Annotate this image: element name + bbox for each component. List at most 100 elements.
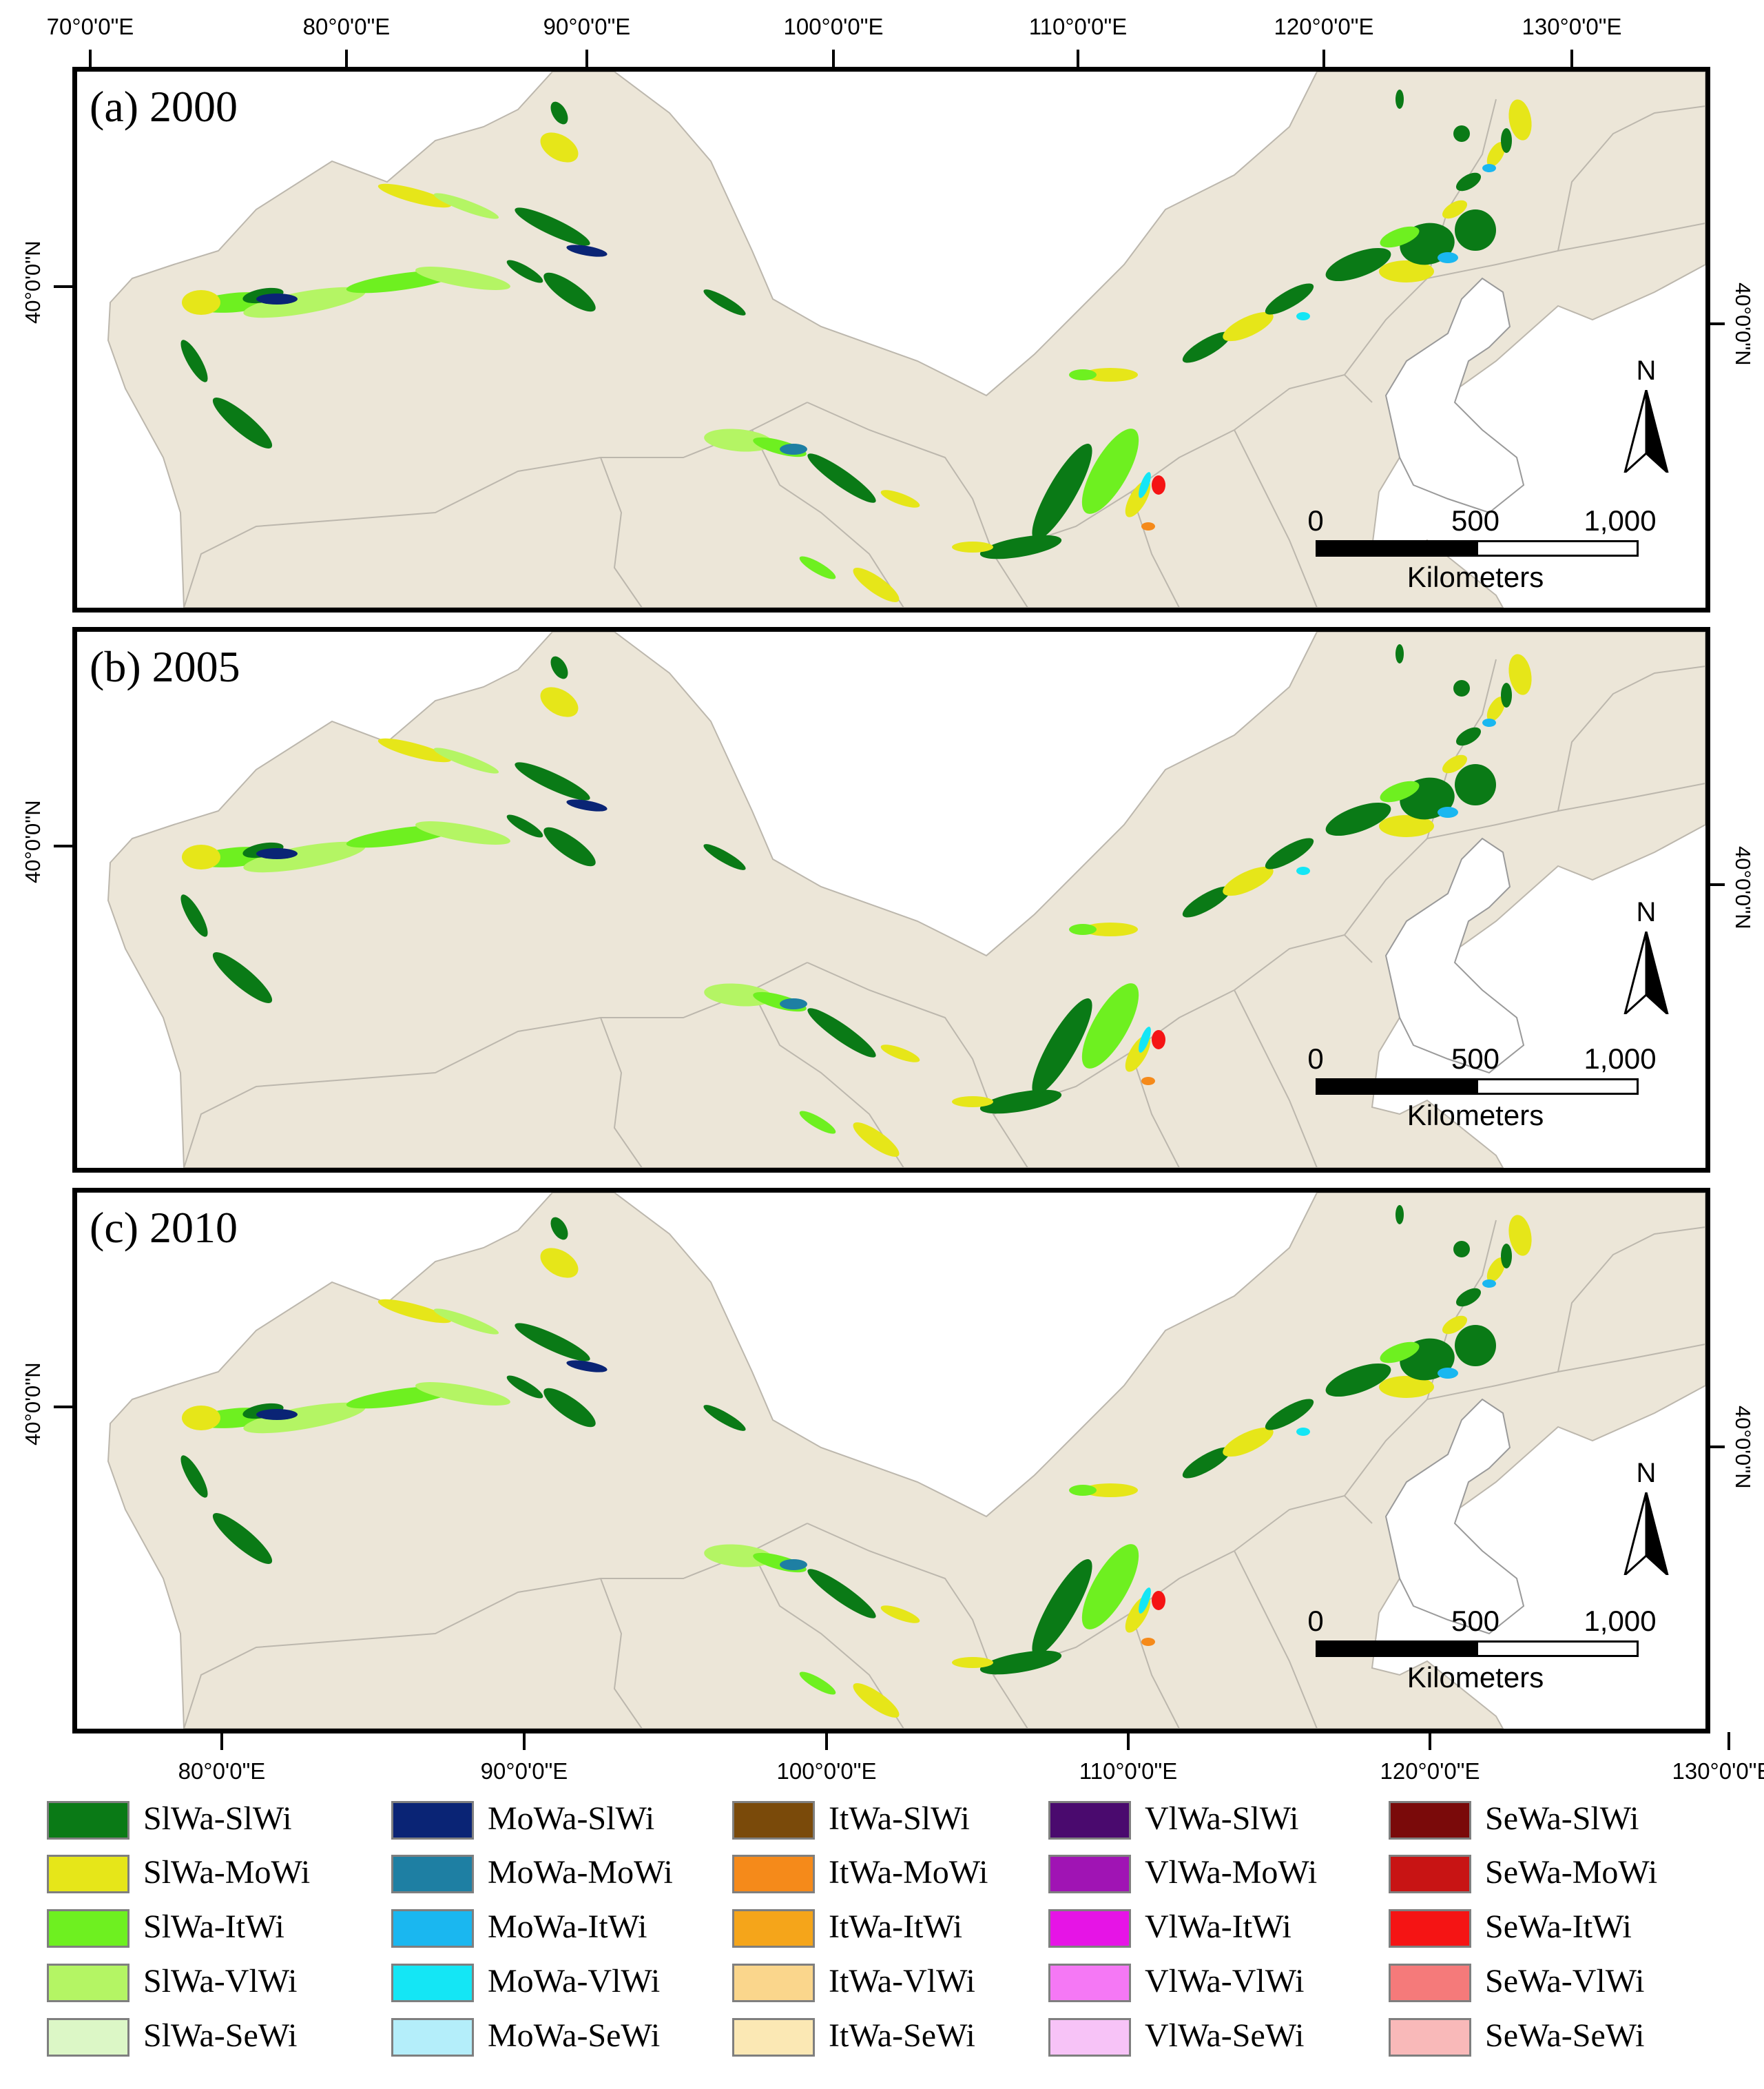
cropland-patch [1486,141,1506,167]
cropland-patch [243,287,366,318]
cropland-patch [566,245,608,257]
cropland-patch [566,799,608,812]
cropland-patch [880,1605,920,1623]
admin-boundary [1234,1550,1318,1729]
cropland-patch [433,748,499,774]
bottom-axis-tick [220,1732,223,1750]
legend-swatch [391,1909,474,1948]
right-lat-label: 40°0'0"N [1731,282,1755,366]
cropland-patch [1380,781,1420,803]
cropland-patch [377,738,452,763]
scale-bar-black [1316,1640,1478,1657]
cropland-patch [415,821,510,845]
cropland-patch [182,1406,220,1430]
cropland-patch [506,814,543,838]
admin-boundary [183,962,808,1168]
top-axis-tick [585,50,588,68]
legend-swatch [1048,1909,1131,1948]
legend-swatch [47,1801,129,1840]
cropland-patch [1069,369,1097,380]
bottom-lon-label: 90°0'0"E [480,1758,568,1784]
left-lat-label: 40°0'0"N [21,240,45,324]
scale-tick-500: 500 [1451,1605,1500,1637]
top-lon-label: 80°0'0"E [302,14,391,39]
bottom-axis-tick [825,1732,828,1750]
cropland-patch [1139,472,1151,498]
cropland-patch [377,1299,452,1324]
admin-boundary [183,1523,808,1729]
legend-label: ItWa-ItWi [829,1908,963,1945]
cropland-patch [1455,209,1496,251]
admin-boundary [600,1017,643,1168]
legend-label: SlWa-VlWi [143,1963,298,1999]
cropland-patch [212,952,273,1003]
top-axis-tick [345,50,348,68]
cropland-patch [703,289,746,316]
cropland-patch [952,542,993,553]
cropland-patch [952,1096,993,1107]
legend-swatch [391,1855,474,1893]
admin-boundary [600,457,643,608]
cropland-patch [880,1044,920,1062]
cropland-patch [1325,802,1391,836]
left-axis-tick [54,285,73,288]
scale-tick-500: 500 [1451,1042,1500,1075]
legend-swatch [1048,1801,1131,1840]
right-axis-tick [1705,883,1725,886]
admin-boundary [751,1550,904,1729]
cropland-patch [1486,696,1506,722]
cropland-patch [1395,644,1404,663]
cropland-patch [1453,125,1470,142]
legend-swatch [732,1909,815,1948]
legend-label: ItWa-VlWi [829,1963,975,1999]
bottom-axis-tick [1429,1732,1431,1750]
legend-label: ItWa-SeWi [829,2017,975,2054]
cropland-patch [1501,128,1512,153]
cropland-patch [1379,1376,1434,1398]
cropland-patch [550,1217,568,1240]
north-arrow-icon [1623,390,1669,473]
legend-label: VlWa-SlWi [1145,1800,1299,1837]
cropland-patch [1482,164,1496,172]
left-axis-tick [54,845,73,847]
legend-label: MoWa-VlWi [488,1963,661,1999]
bottom-axis-tick [523,1732,526,1750]
cropland-patch [1141,522,1155,531]
cropland-patch [780,998,807,1009]
admin-boundary [1234,1494,1373,1552]
scale-bar: 0 500 1,000 Kilometers [1307,1605,1656,1708]
cropland-patch [182,290,220,315]
admin-boundary [1557,666,1705,812]
cropland-patch [1379,260,1434,282]
cropland-patch [1455,1325,1496,1366]
cropland-patch [515,1323,590,1361]
top-axis-tick [1077,50,1079,68]
cropland-patch [952,1657,993,1668]
scale-tick-0: 0 [1307,504,1324,537]
cropland-patch [433,1308,499,1335]
cropland-patch [979,535,1062,559]
cropland-patch [1442,1315,1468,1335]
cropland-patch [1442,754,1468,774]
cropland-patch [1032,1559,1092,1656]
admin-boundary [751,429,904,608]
scale-bar: 0 500 1,000 Kilometers [1307,1042,1656,1146]
cropland-patch [243,841,366,873]
bottom-lon-label: 120°0'0"E [1380,1758,1480,1784]
legend-swatch [1389,1909,1471,1948]
cropland-patch [540,1248,579,1278]
admin-boundary [600,1578,643,1729]
map-canvas [77,632,1705,1168]
scale-bar-white [1476,540,1639,557]
cropland-patch [880,490,920,508]
top-lon-label: 90°0'0"E [543,14,631,39]
admin-boundary [807,402,1028,608]
cropland-patch [1438,252,1458,263]
cropland-patch [1296,1428,1310,1436]
legend-label: SeWa-VlWi [1485,1963,1645,1999]
scale-units: Kilometers [1407,1661,1544,1694]
top-lon-label: 100°0'0"E [783,14,884,39]
cropland-patch [1032,444,1092,540]
top-lon-label: 70°0'0"E [46,14,134,39]
cropland-patch [1508,1215,1532,1256]
